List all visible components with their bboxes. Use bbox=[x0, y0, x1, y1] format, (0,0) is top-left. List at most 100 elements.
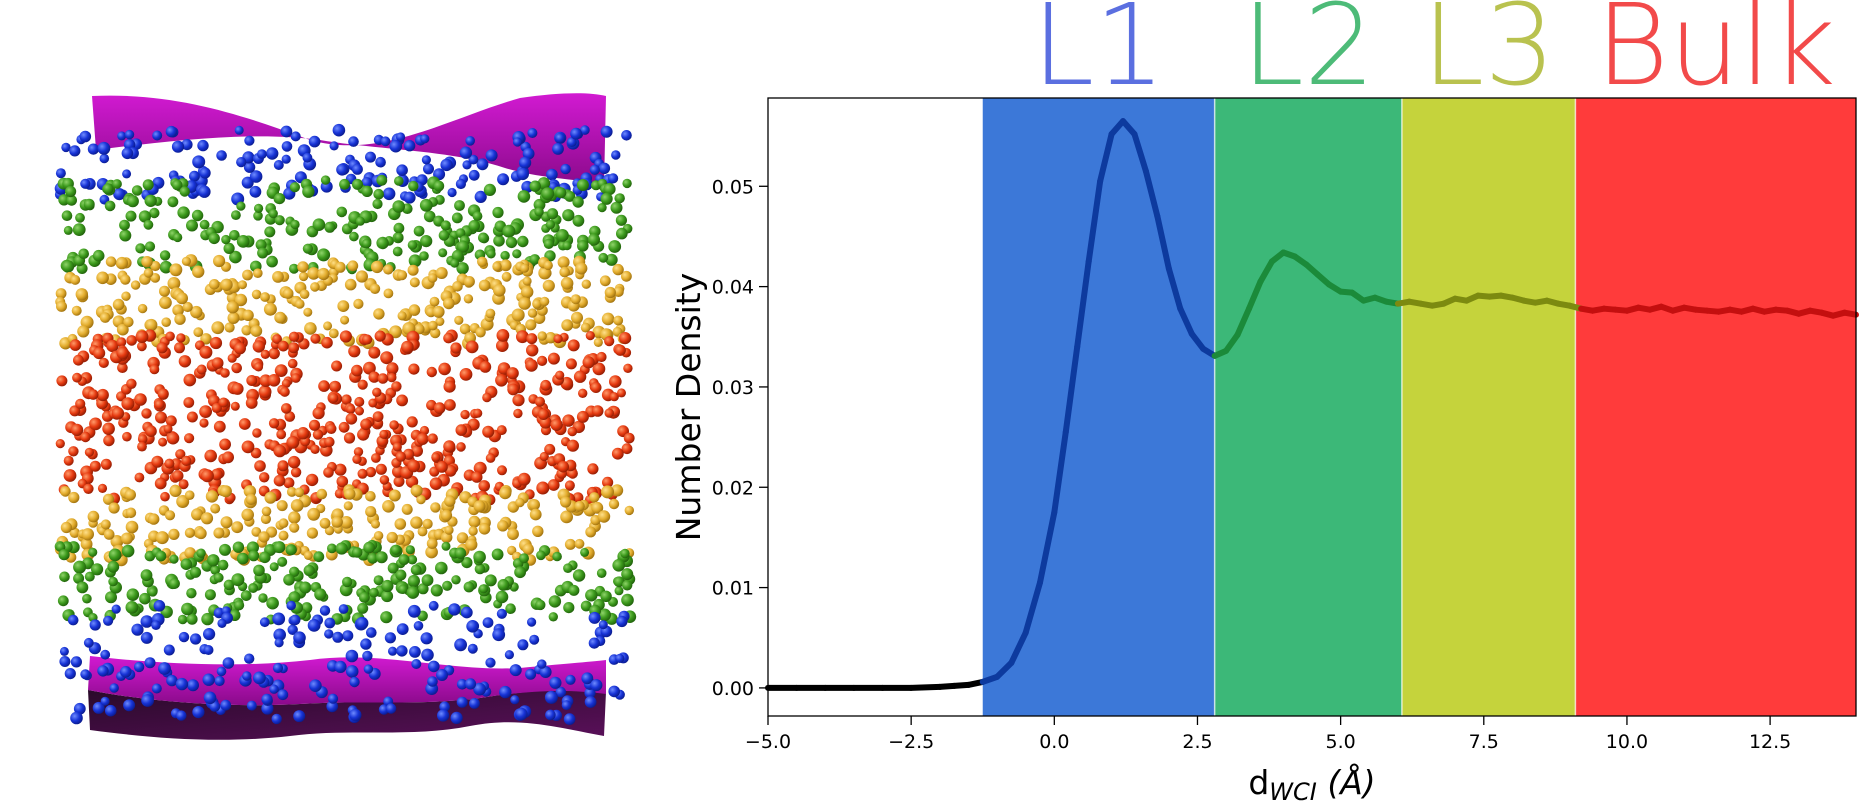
atom bbox=[376, 236, 389, 250]
atom bbox=[584, 687, 596, 699]
atom bbox=[363, 541, 375, 554]
atom bbox=[504, 650, 514, 660]
atom bbox=[566, 137, 577, 148]
atom bbox=[338, 604, 349, 614]
atom bbox=[102, 493, 115, 505]
atom bbox=[525, 319, 537, 331]
atom bbox=[578, 388, 588, 398]
atom bbox=[456, 442, 466, 452]
atom bbox=[388, 489, 401, 502]
atom bbox=[181, 455, 192, 466]
atom bbox=[199, 167, 211, 179]
atom bbox=[231, 362, 242, 374]
atom bbox=[407, 574, 420, 588]
atom bbox=[408, 254, 422, 268]
atom bbox=[526, 333, 538, 345]
atom bbox=[345, 413, 358, 425]
atom bbox=[289, 182, 300, 193]
atom bbox=[610, 201, 623, 214]
atom bbox=[604, 336, 615, 347]
atom bbox=[248, 550, 260, 562]
atom bbox=[375, 463, 387, 475]
atom bbox=[542, 279, 555, 292]
atom bbox=[416, 494, 426, 505]
atom bbox=[273, 160, 284, 170]
atom bbox=[565, 674, 576, 685]
atom bbox=[123, 699, 136, 712]
atom bbox=[241, 325, 252, 336]
atom bbox=[281, 154, 291, 164]
atom bbox=[181, 139, 193, 151]
atom bbox=[184, 490, 195, 501]
atom bbox=[70, 274, 81, 285]
atom bbox=[58, 549, 70, 561]
atom bbox=[468, 515, 481, 528]
atom bbox=[274, 638, 284, 648]
atom bbox=[357, 379, 368, 390]
atom bbox=[69, 527, 80, 538]
atom bbox=[479, 361, 492, 373]
atom bbox=[202, 673, 215, 686]
atom bbox=[591, 501, 604, 514]
atom bbox=[121, 147, 134, 160]
atom bbox=[351, 163, 363, 175]
atom bbox=[354, 396, 365, 407]
atom bbox=[220, 699, 232, 711]
atom bbox=[205, 490, 219, 503]
atom bbox=[189, 170, 200, 182]
atom bbox=[357, 428, 370, 441]
atom bbox=[140, 631, 153, 644]
atom bbox=[473, 550, 486, 564]
atom bbox=[209, 336, 223, 350]
atom bbox=[482, 617, 494, 628]
atom bbox=[193, 327, 204, 338]
atom bbox=[260, 349, 270, 359]
atom bbox=[324, 617, 336, 629]
atom bbox=[564, 480, 575, 491]
atom bbox=[589, 492, 600, 503]
atom bbox=[512, 249, 522, 259]
atom bbox=[621, 443, 633, 455]
atom bbox=[165, 331, 175, 342]
atom bbox=[60, 486, 71, 497]
atom bbox=[154, 399, 165, 410]
atom bbox=[340, 315, 350, 325]
atom bbox=[299, 581, 312, 594]
atom bbox=[614, 193, 625, 204]
atom bbox=[371, 519, 380, 529]
atom bbox=[332, 123, 346, 137]
atom bbox=[231, 210, 241, 221]
atom bbox=[392, 200, 406, 213]
atom bbox=[529, 634, 540, 645]
atom bbox=[336, 163, 348, 176]
region-bands bbox=[982, 98, 1856, 716]
atom bbox=[151, 620, 161, 630]
atom bbox=[158, 662, 171, 675]
atom bbox=[163, 644, 175, 656]
atom bbox=[611, 484, 624, 497]
atom bbox=[560, 163, 571, 175]
atom bbox=[159, 250, 171, 261]
atom bbox=[439, 701, 450, 713]
atom bbox=[596, 568, 607, 578]
atom bbox=[410, 564, 422, 576]
density-chart: L1 L2 L3 Bulk −5.0 −2.5 0.0 2.5 5.0 7.5 10.0 12.5 … bbox=[669, 0, 1859, 801]
atom bbox=[409, 646, 421, 658]
atom bbox=[64, 668, 76, 680]
atom bbox=[317, 267, 330, 281]
atom bbox=[463, 294, 474, 304]
atom bbox=[497, 579, 510, 591]
atom bbox=[600, 590, 612, 602]
atom bbox=[100, 519, 111, 530]
atom bbox=[539, 666, 552, 678]
atom bbox=[179, 186, 190, 197]
atom bbox=[391, 381, 402, 392]
atom bbox=[176, 292, 188, 305]
atom bbox=[380, 136, 391, 147]
atom bbox=[84, 571, 95, 582]
atom bbox=[222, 451, 235, 464]
atom bbox=[204, 449, 217, 463]
atom bbox=[472, 211, 483, 222]
density-series bbox=[765, 118, 1859, 691]
atom bbox=[485, 149, 498, 162]
